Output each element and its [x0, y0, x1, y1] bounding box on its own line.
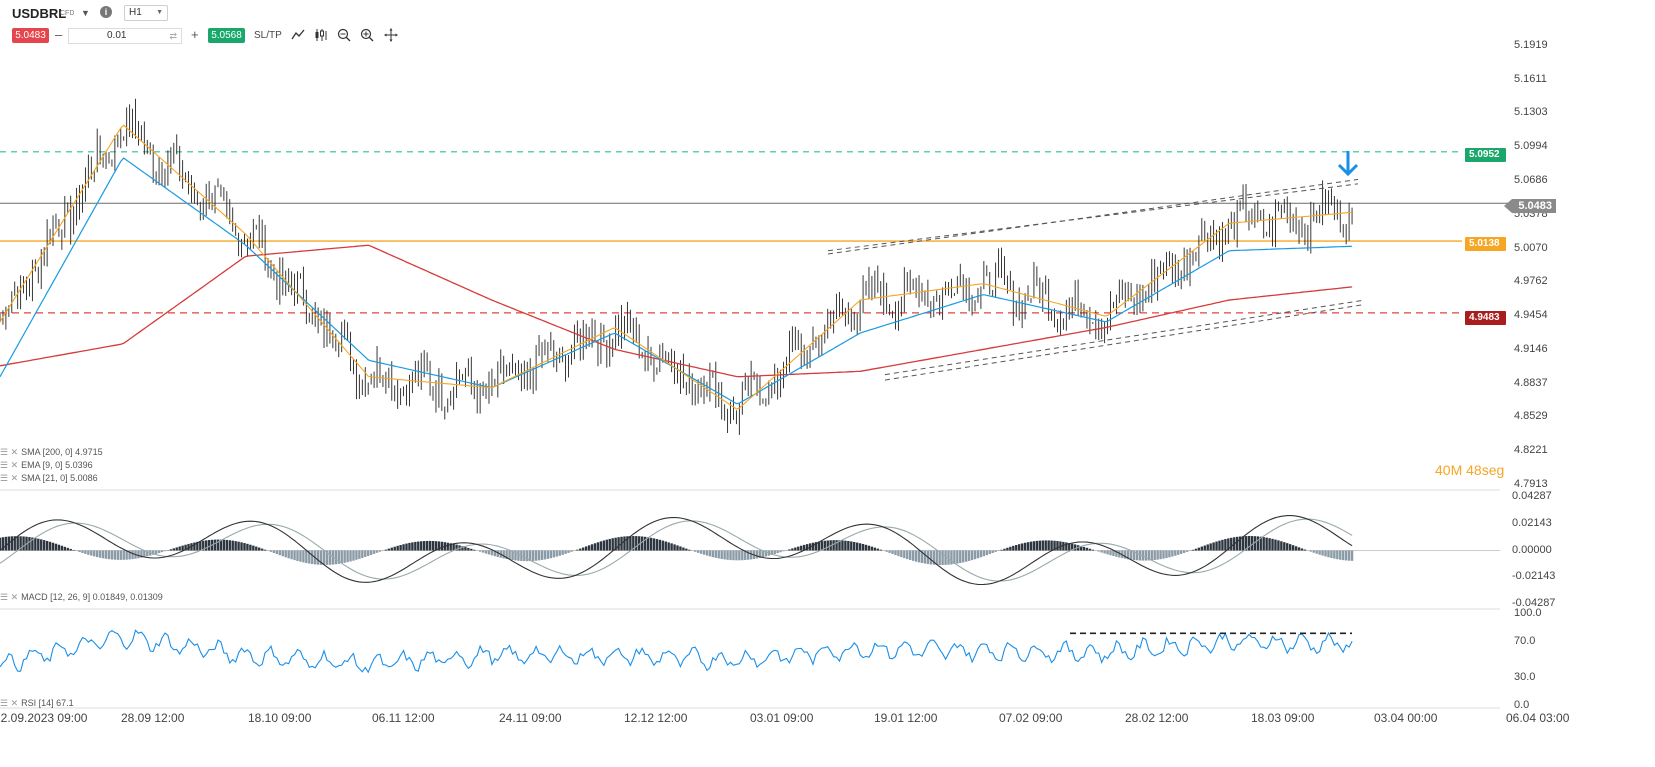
visibility-icon: ☰ ✕	[0, 447, 19, 457]
price-tick-label: 4.9146	[1514, 342, 1548, 355]
date-tick-label: 03.01 09:00	[750, 711, 814, 725]
chevron-down-icon: ▼	[156, 9, 163, 16]
date-tick-label: 24.11 09:00	[499, 711, 562, 725]
sma21-line	[0, 157, 1353, 405]
trendline-upper	[827, 178, 1359, 255]
orange-level-tag: 5.0138	[1465, 237, 1506, 251]
macd-tick-label: -0.02143	[1512, 570, 1556, 583]
price-tick-label: 4.7913	[1514, 478, 1548, 490]
rsi-tick-label: 30.0	[1514, 671, 1536, 684]
legend-macd-label: MACD [12, 26, 9] 0.01849, 0.01309	[21, 592, 163, 602]
timeframe-value: H1	[129, 7, 142, 18]
legend-rsi-label: RSI [14] 67.1	[21, 698, 74, 708]
macd-tick-label: 0.00000	[1512, 543, 1552, 556]
line-chart-icon[interactable]	[291, 28, 305, 42]
date-tick-label: 06.11 12:00	[372, 711, 435, 725]
macd-signal-line	[0, 518, 1353, 582]
symbol-dropdown-icon[interactable]: ▼	[81, 8, 90, 18]
date-tick-label: 12.12 12:00	[624, 711, 688, 725]
timer-seconds: 48seg	[1466, 462, 1505, 478]
legend-sma21[interactable]: ☰ ✕ SMA [21, 0] 5.0086	[0, 473, 98, 484]
zoom-in-icon[interactable]	[360, 28, 374, 42]
date-tick-label: 28.09 12:00	[121, 711, 185, 725]
rsi-tick-label: 70.0	[1514, 634, 1536, 647]
legend-ema9[interactable]: ☰ ✕ EMA [9, 0] 5.0396	[0, 460, 93, 471]
date-tick-label: 18.03 09:00	[1251, 711, 1315, 725]
legend-ema9-label: EMA [9, 0] 5.0396	[21, 460, 93, 470]
price-tick-label: 5.1611	[1514, 72, 1547, 85]
legend-sma200[interactable]: ☰ ✕ SMA [200, 0] 4.9715	[0, 447, 103, 458]
price-tick-label: 5.0070	[1514, 241, 1548, 254]
swap-icon: ⇄	[169, 31, 177, 41]
volume-value: 0.01	[107, 30, 127, 41]
visibility-icon: ☰ ✕	[0, 698, 19, 708]
date-tick-label: 06.04 03:00	[1506, 711, 1570, 725]
price-tick-label: 4.8837	[1514, 376, 1548, 389]
ema9-line	[0, 124, 1353, 410]
rsi-tick-label: 100.0	[1514, 607, 1542, 619]
legend-rsi[interactable]: ☰ ✕ RSI [14] 67.1	[0, 698, 74, 709]
visibility-icon: ☰ ✕	[0, 592, 19, 602]
date-tick-label: 19.01 12:00	[874, 711, 938, 725]
legend-sma21-label: SMA [21, 0] 5.0086	[21, 473, 98, 483]
date-tick-label: 12.09.2023 09:00	[0, 711, 88, 725]
date-tick-label: 03.04 00:00	[1374, 711, 1438, 725]
support-level-tag: 4.9483	[1465, 311, 1506, 325]
buy-price-button[interactable]: 5.0568	[208, 28, 245, 43]
volume-input[interactable]: 0.01 ⇄	[68, 28, 182, 44]
date-tick-label: 07.02 09:00	[999, 711, 1063, 725]
current-price-tag: 5.0483	[1504, 199, 1556, 213]
sma200-line	[0, 244, 1353, 378]
macd-line	[0, 515, 1353, 586]
symbol-type: CFD	[60, 10, 75, 17]
visibility-icon: ☰ ✕	[0, 460, 19, 470]
volume-decrease-button[interactable]: –	[55, 27, 63, 42]
volume-increase-button[interactable]: +	[191, 27, 199, 42]
trendline-upper-2	[827, 183, 1359, 252]
price-tick-label: 5.1919	[1514, 38, 1548, 51]
timeframe-select[interactable]: H1 ▼	[124, 5, 168, 21]
info-icon[interactable]: i	[100, 6, 112, 18]
symbol-name[interactable]: USDBRL	[12, 6, 67, 21]
resistance-level-tag: 5.0952	[1465, 148, 1506, 162]
price-tick-label: 5.0686	[1514, 173, 1548, 186]
date-tick-label: 28.02 12:00	[1125, 711, 1189, 725]
price-tick-label: 4.8221	[1514, 444, 1548, 457]
price-tick-label: 4.9454	[1514, 309, 1548, 322]
price-tick-label: 5.0994	[1514, 140, 1548, 153]
macd-tick-label: 0.02143	[1512, 516, 1552, 529]
legend-macd[interactable]: ☰ ✕ MACD [12, 26, 9] 0.01849, 0.01309	[0, 592, 163, 603]
sell-price-button[interactable]: 5.0483	[12, 28, 49, 43]
zoom-out-icon[interactable]	[337, 28, 351, 42]
timer-minutes: 40M	[1435, 462, 1463, 478]
date-tick-label: 18.10 09:00	[248, 711, 312, 725]
down-arrow-head	[1337, 163, 1359, 177]
trendline-lower-2	[884, 303, 1366, 381]
legend-sma200-label: SMA [200, 0] 4.9715	[21, 447, 103, 457]
sltp-button[interactable]: SL/TP	[254, 30, 282, 41]
visibility-icon: ☰ ✕	[0, 473, 19, 483]
rsi-tick-label: 0.0	[1514, 699, 1530, 711]
price-tick-label: 4.9762	[1514, 275, 1548, 288]
rsi-line	[0, 629, 1353, 674]
price-tick-label: 5.1303	[1514, 106, 1548, 119]
macd-tick-label: 0.04287	[1512, 490, 1552, 502]
chart-toolbar: USDBRL CFD ▼ i H1 ▼ 5.0483 – 0.01 ⇄ + 5.…	[0, 0, 1560, 50]
macd-tick-label: -0.04287	[1512, 597, 1556, 609]
crosshair-icon[interactable]	[384, 28, 398, 42]
price-tick-label: 4.8529	[1514, 410, 1548, 423]
candle-timer: 40M 48seg	[1435, 462, 1504, 478]
candles-icon[interactable]	[314, 28, 328, 42]
